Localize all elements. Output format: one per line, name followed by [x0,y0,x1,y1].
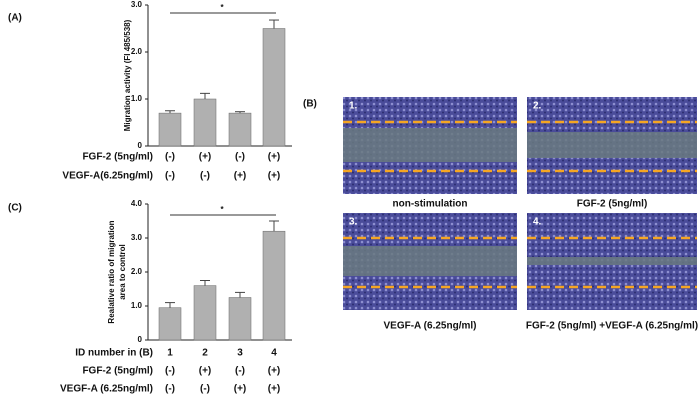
y-tick-label: 2.0 [131,47,143,56]
micrograph: 2. [527,97,697,194]
image-caption: non-stimulation [393,199,468,210]
row-label: VEGF-A(6.25ng/ml) [62,171,153,182]
row-cell: (-) [235,366,245,377]
wound-area [527,132,697,158]
row-cell: (+) [199,366,212,377]
row-cell: (-) [165,366,175,377]
image-caption: FGF-2 (5ng/ml) [577,199,648,210]
row-label: VEGF-A (6.25ng/ml) [60,384,153,395]
image-number: 3. [349,217,358,228]
y-tick-label: 2.0 [131,267,143,276]
row-cell: (+) [199,152,212,163]
y-axis-label: area to control [118,244,127,300]
row-label: FGF-2 (5ng/ml) [82,366,153,377]
row-cell: (+) [234,171,247,182]
y-tick-label: 1.0 [131,94,143,103]
y-tick-label: 4.0 [131,199,143,208]
row-cell: (-) [165,171,175,182]
image-number: 1. [349,101,358,112]
wound-area [343,128,517,162]
bar [228,297,252,341]
bar [158,307,182,341]
bar [193,98,217,147]
row-cell: (+) [268,366,281,377]
micrograph: 3. [343,213,517,310]
bar [158,112,182,147]
wound-area [343,246,517,276]
row-label: FGF-2 (5ng/ml) [82,152,153,163]
bar [262,230,286,341]
row-cell: 3 [237,348,243,359]
row-cell: (-) [235,152,245,163]
panel-label: (C) [8,203,22,214]
row-cell: (-) [165,384,175,395]
y-tick-label: 3.0 [131,233,143,242]
row-label: ID number in (B) [75,348,153,359]
bar [262,28,286,147]
y-tick-label: 0 [138,335,143,344]
image-number: 2. [533,101,542,112]
micrograph: 4. [527,213,697,310]
image-caption: FGF-2 (5ng/ml) +VEGF-A (6.25ng/ml) [526,321,698,332]
row-cell: (-) [165,152,175,163]
y-tick-label: 3.0 [131,0,143,9]
row-cell: (+) [268,152,281,163]
y-tick-label: 0 [138,141,143,150]
panel-label: (A) [8,13,22,24]
row-cell: (+) [234,384,247,395]
row-cell: 2 [202,348,208,359]
significance-mark: * [220,3,224,12]
y-tick-label: 1.0 [131,301,143,310]
row-cell: (-) [200,171,210,182]
row-cell: (-) [200,384,210,395]
wound-area [527,257,697,265]
micrograph: 1. [343,97,517,194]
row-cell: 1 [167,348,173,359]
y-axis-label: Migration activity (FI 485/538) [123,19,132,131]
row-cell: (+) [268,384,281,395]
row-cell: 4 [271,348,277,359]
significance-mark: * [220,205,224,214]
image-caption: VEGF-A (6.25ng/ml) [384,321,477,332]
bar [228,112,252,147]
row-cell: (+) [268,171,281,182]
image-number: 4. [533,217,542,228]
bar [193,285,217,341]
y-axis-label: Realative ratio of migration [107,220,116,323]
panel-label: (B) [303,99,317,110]
